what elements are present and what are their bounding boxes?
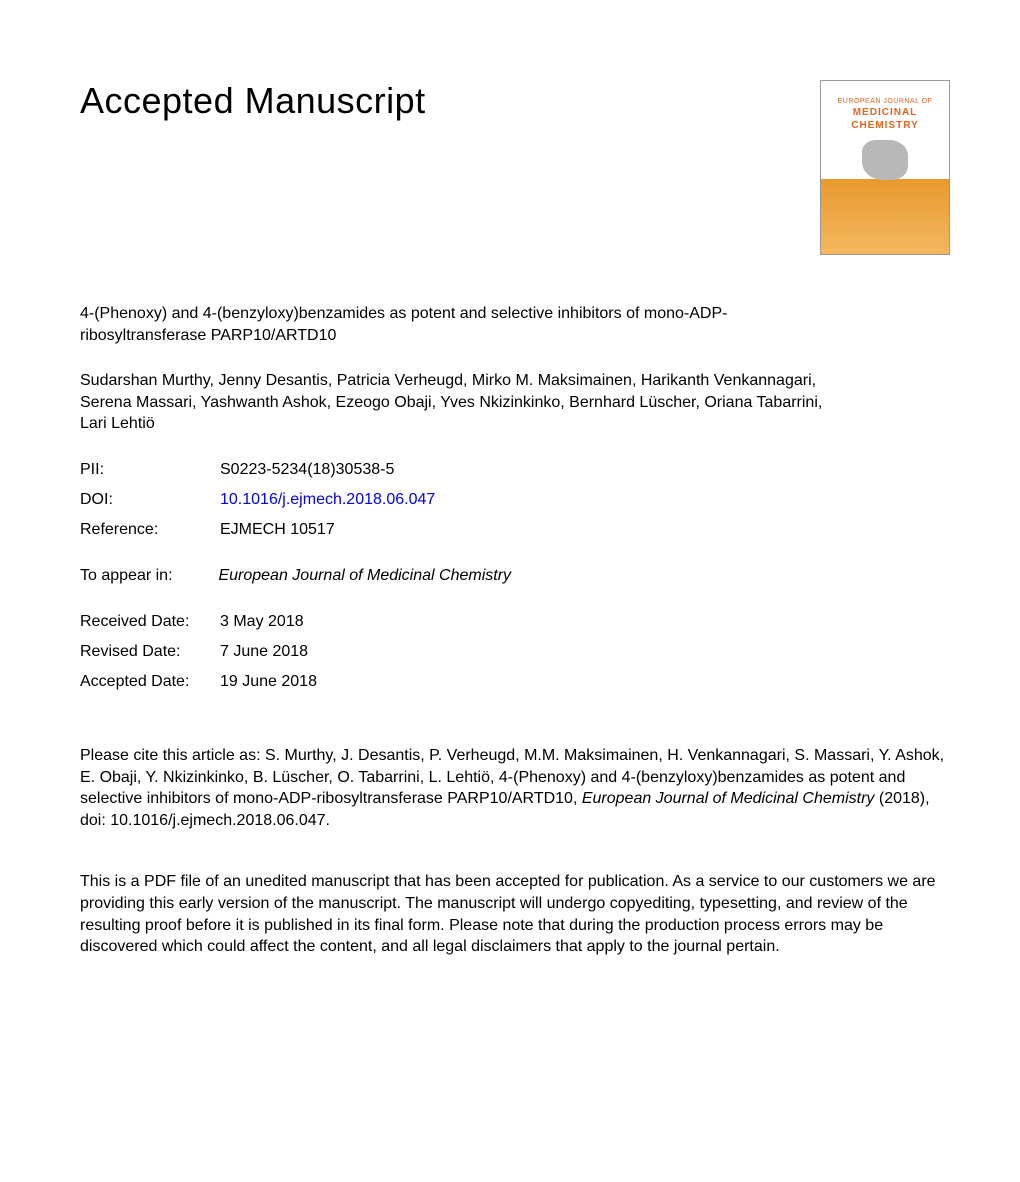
doi-row: DOI: 10.1016/j.ejmech.2018.06.047 (80, 485, 435, 515)
cover-line2: MEDICINAL (827, 106, 943, 119)
received-label: Received Date: (80, 607, 220, 637)
doi-label: DOI: (80, 485, 220, 515)
reference-label: Reference: (80, 515, 220, 545)
received-value: 3 May 2018 (220, 607, 317, 637)
accepted-value: 19 June 2018 (220, 667, 317, 697)
citation-text: Please cite this article as: S. Murthy, … (80, 745, 950, 831)
revised-value: 7 June 2018 (220, 637, 317, 667)
pii-row: PII: S0223-5234(18)30538-5 (80, 455, 435, 485)
cover-line1: EUROPEAN JOURNAL OF (827, 97, 943, 106)
pii-label: PII: (80, 455, 220, 485)
journal-cover-thumbnail: EUROPEAN JOURNAL OF MEDICINAL CHEMISTRY (820, 80, 950, 255)
revised-label: Revised Date: (80, 637, 220, 667)
accepted-label: Accepted Date: (80, 667, 220, 697)
received-row: Received Date: 3 May 2018 (80, 607, 317, 637)
reference-row: Reference: EJMECH 10517 (80, 515, 435, 545)
doi-link[interactable]: 10.1016/j.ejmech.2018.06.047 (220, 491, 435, 508)
citation-journal: European Journal of Medicinal Chemistry (582, 790, 875, 807)
header-row: Accepted Manuscript EUROPEAN JOURNAL OF … (80, 80, 950, 255)
cover-bottom (821, 179, 949, 255)
metadata-table: PII: S0223-5234(18)30538-5 DOI: 10.1016/… (80, 455, 435, 545)
cover-journal-name: EUROPEAN JOURNAL OF MEDICINAL CHEMISTRY (827, 97, 943, 132)
accepted-row: Accepted Date: 19 June 2018 (80, 667, 317, 697)
dates-table: Received Date: 3 May 2018 Revised Date: … (80, 607, 317, 697)
to-appear-label: To appear in: (80, 567, 214, 585)
disclaimer-text: This is a PDF file of an unedited manusc… (80, 871, 950, 957)
reference-value: EJMECH 10517 (220, 515, 435, 545)
molecule-icon (862, 140, 908, 180)
cover-top: EUROPEAN JOURNAL OF MEDICINAL CHEMISTRY (821, 81, 949, 179)
to-appear-row: To appear in: European Journal of Medici… (80, 567, 950, 585)
pii-value: S0223-5234(18)30538-5 (220, 455, 435, 485)
to-appear-journal: European Journal of Medicinal Chemistry (218, 567, 511, 584)
page-title: Accepted Manuscript (80, 80, 426, 122)
cover-line3: CHEMISTRY (827, 119, 943, 132)
article-title: 4-(Phenoxy) and 4-(benzyloxy)benzamides … (80, 303, 800, 346)
revised-row: Revised Date: 7 June 2018 (80, 637, 317, 667)
authors-list: Sudarshan Murthy, Jenny Desantis, Patric… (80, 370, 840, 435)
